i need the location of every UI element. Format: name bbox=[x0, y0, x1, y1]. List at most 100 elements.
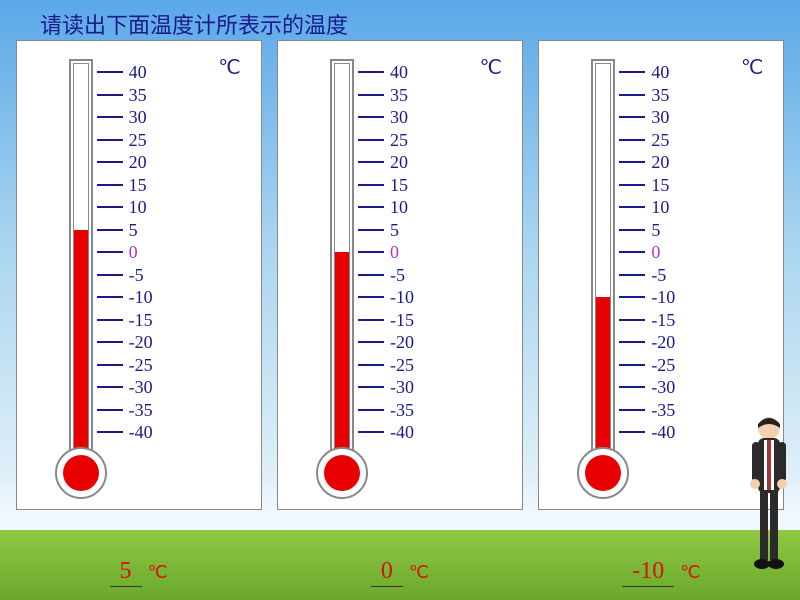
tick-label: 30 bbox=[129, 108, 147, 126]
tick-label: 10 bbox=[129, 198, 147, 216]
answer-value: -10 bbox=[622, 558, 674, 587]
tick-label: 15 bbox=[651, 176, 669, 194]
tick: -25 bbox=[619, 364, 675, 366]
thermometers-row: ℃4035302520151050-5-10-15-20-25-30-35-40… bbox=[0, 40, 800, 520]
tick-line bbox=[97, 409, 123, 411]
tick-line bbox=[358, 386, 384, 388]
tick: 35 bbox=[619, 94, 669, 96]
person-icon bbox=[744, 410, 794, 590]
tick-line bbox=[97, 296, 123, 298]
answer-unit: ℃ bbox=[680, 562, 700, 582]
scale-area: 4035302520151050-5-10-15-20-25-30-35-40 bbox=[619, 61, 759, 441]
tick: 10 bbox=[619, 206, 669, 208]
tick-label: 25 bbox=[129, 131, 147, 149]
tick: -10 bbox=[619, 296, 675, 298]
tick: -10 bbox=[97, 296, 153, 298]
tick: -30 bbox=[97, 386, 153, 388]
tick: -20 bbox=[358, 341, 414, 343]
tick: 15 bbox=[97, 184, 147, 186]
tick-label: 30 bbox=[390, 108, 408, 126]
tick-line bbox=[358, 184, 384, 186]
tick: 15 bbox=[358, 184, 408, 186]
tick-label: -35 bbox=[129, 401, 153, 419]
answer: 0℃ bbox=[277, 558, 523, 594]
tick-line bbox=[97, 431, 123, 433]
answer: 5℃ bbox=[16, 558, 262, 594]
tick-label: 25 bbox=[390, 131, 408, 149]
tick-label: 5 bbox=[129, 221, 138, 239]
tick: 25 bbox=[619, 139, 669, 141]
tick: 20 bbox=[619, 161, 669, 163]
tick: 15 bbox=[619, 184, 669, 186]
tick-line bbox=[619, 161, 645, 163]
mercury-column bbox=[335, 252, 349, 454]
tick-line bbox=[97, 319, 123, 321]
tick: -30 bbox=[619, 386, 675, 388]
tick-label: 40 bbox=[651, 63, 669, 81]
tick-label: 20 bbox=[390, 153, 408, 171]
tick: -15 bbox=[358, 319, 414, 321]
mercury-column bbox=[596, 297, 610, 454]
tick-label: -5 bbox=[129, 266, 144, 284]
tick-line bbox=[97, 116, 123, 118]
scale-area: 4035302520151050-5-10-15-20-25-30-35-40 bbox=[97, 61, 237, 441]
tick: 5 bbox=[619, 229, 660, 231]
tick-label: 15 bbox=[129, 176, 147, 194]
tick-label: 25 bbox=[651, 131, 669, 149]
tick: -5 bbox=[97, 274, 144, 276]
tick-line bbox=[358, 161, 384, 163]
tick-line bbox=[619, 184, 645, 186]
tick: -20 bbox=[619, 341, 675, 343]
tick-line bbox=[358, 319, 384, 321]
tick: -35 bbox=[97, 409, 153, 411]
tick-line bbox=[619, 94, 645, 96]
tick: -5 bbox=[358, 274, 405, 276]
tick: -35 bbox=[619, 409, 675, 411]
tick-line bbox=[619, 341, 645, 343]
tick-label: -5 bbox=[651, 266, 666, 284]
tick: -35 bbox=[358, 409, 414, 411]
tick: 40 bbox=[97, 71, 147, 73]
tick-line bbox=[97, 184, 123, 186]
tick-line bbox=[97, 274, 123, 276]
tick-label: 40 bbox=[129, 63, 147, 81]
tick-line bbox=[97, 161, 123, 163]
answer-unit: ℃ bbox=[148, 562, 168, 582]
tick-label: -10 bbox=[390, 288, 414, 306]
tick-line bbox=[358, 206, 384, 208]
tick: 40 bbox=[619, 71, 669, 73]
tick-label: 10 bbox=[651, 198, 669, 216]
tick-line bbox=[619, 319, 645, 321]
tick: 0 bbox=[97, 251, 138, 253]
tick-label: -25 bbox=[390, 356, 414, 374]
tube-inner bbox=[334, 63, 350, 455]
tick-label: 35 bbox=[651, 86, 669, 104]
tick: 30 bbox=[97, 116, 147, 118]
tick-line bbox=[97, 341, 123, 343]
tick-line bbox=[619, 296, 645, 298]
tick-line bbox=[97, 251, 123, 253]
tick: -40 bbox=[358, 431, 414, 433]
tick-label: 35 bbox=[129, 86, 147, 104]
tick-line bbox=[358, 251, 384, 253]
tick-line bbox=[97, 386, 123, 388]
tick-label: -15 bbox=[129, 311, 153, 329]
tick-line bbox=[97, 139, 123, 141]
tick: 25 bbox=[97, 139, 147, 141]
tick-label: -40 bbox=[651, 423, 675, 441]
thermometer-card: ℃4035302520151050-5-10-15-20-25-30-35-40 bbox=[16, 40, 262, 510]
tick: 30 bbox=[619, 116, 669, 118]
tick: -15 bbox=[619, 319, 675, 321]
tick-label: 0 bbox=[390, 243, 399, 261]
bulb-inner bbox=[63, 455, 99, 491]
tick-line bbox=[619, 116, 645, 118]
tick-label: 35 bbox=[390, 86, 408, 104]
tick-label: -15 bbox=[390, 311, 414, 329]
tick-label: -30 bbox=[129, 378, 153, 396]
tick-label: -20 bbox=[129, 333, 153, 351]
tick-label: -30 bbox=[651, 378, 675, 396]
tick-line bbox=[619, 409, 645, 411]
tick: -30 bbox=[358, 386, 414, 388]
answer-value: 5 bbox=[110, 558, 142, 587]
mercury-column bbox=[74, 230, 88, 455]
